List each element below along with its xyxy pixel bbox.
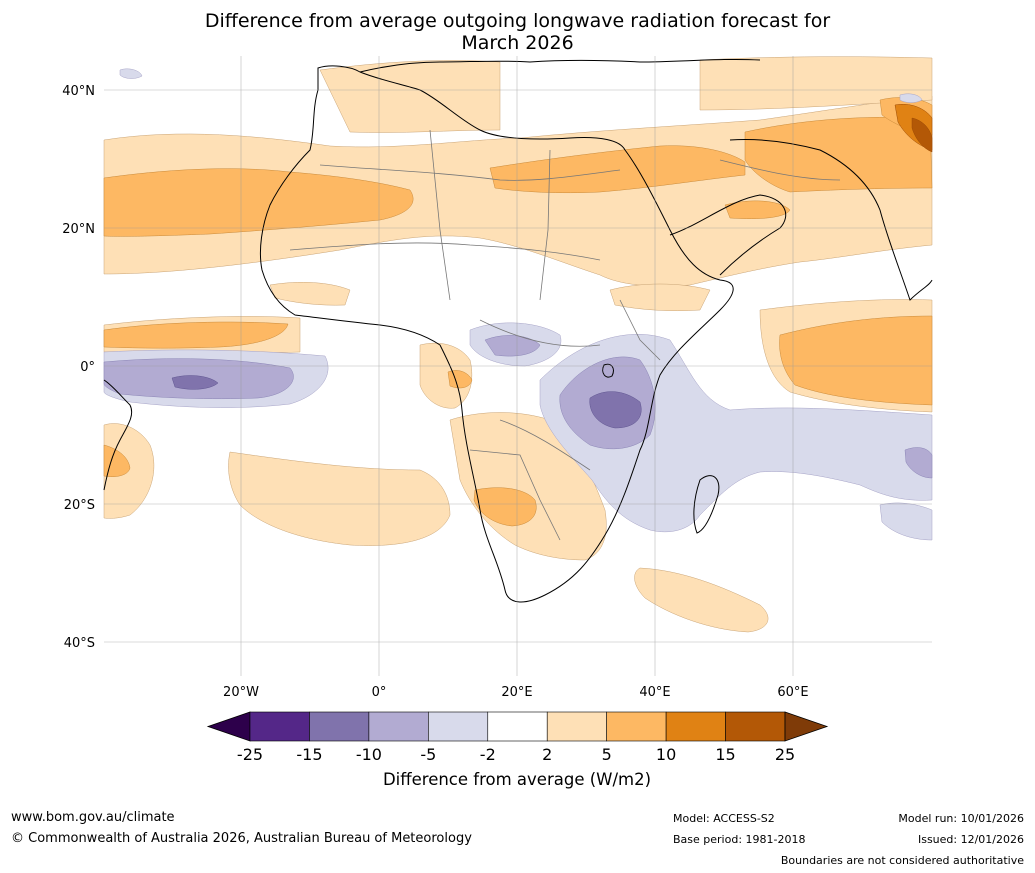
country-borders bbox=[289, 129, 841, 541]
footer-copyright: © Commonwealth of Australia 2026, Austra… bbox=[11, 831, 472, 846]
lon-label-20w: 20°W bbox=[223, 685, 259, 700]
colorbar-tick-label: 10 bbox=[656, 745, 676, 764]
graticule bbox=[104, 56, 932, 676]
footer-website: www.bom.gov.au/climate bbox=[11, 810, 175, 825]
title-line-2: March 2026 bbox=[461, 32, 574, 54]
colorbar-tick-label: -2 bbox=[480, 745, 496, 764]
title-line-1: Difference from average outgoing longwav… bbox=[204, 10, 831, 32]
lat-label-40n: 40°N bbox=[62, 84, 95, 99]
lon-label-0: 0° bbox=[372, 685, 387, 700]
footer-issued: Issued: 12/01/2026 bbox=[917, 833, 1024, 846]
colorbar: -25 -15 -10 -5 -2 2 5 10 15 25 bbox=[206, 711, 829, 764]
longitude-labels: 20°W 0° 20°E 40°E 60°E bbox=[223, 685, 809, 700]
lat-label-equator: 0° bbox=[80, 360, 95, 375]
lon-label-40e: 40°E bbox=[639, 685, 670, 700]
lon-label-60e: 60°E bbox=[777, 685, 808, 700]
colorbar-box bbox=[428, 711, 489, 742]
colorbar-extend-min bbox=[206, 711, 251, 742]
colorbar-tick-label: -10 bbox=[356, 745, 382, 764]
coastlines bbox=[103, 58, 933, 603]
negative-anomaly-strong bbox=[171, 375, 642, 429]
colorbar-box bbox=[249, 711, 310, 742]
lat-label-20s: 20°S bbox=[64, 498, 95, 513]
colorbar-box bbox=[309, 711, 370, 742]
colorbar-box bbox=[487, 711, 548, 742]
footer-model-run: Model run: 10/01/2026 bbox=[898, 812, 1024, 825]
positive-anomaly-strong bbox=[894, 104, 933, 153]
colorbar-tick-label: 25 bbox=[775, 745, 795, 764]
colorbar-tick-label: -25 bbox=[237, 745, 263, 764]
footer-model: Model: ACCESS-S2 bbox=[673, 812, 775, 825]
colorbar-tick-label: -5 bbox=[420, 745, 436, 764]
footer-disclaimer: Boundaries are not considered authoritat… bbox=[780, 854, 1024, 867]
colorbar-box bbox=[725, 711, 786, 742]
colorbar-title: Difference from average (W/m2) bbox=[383, 770, 651, 789]
colorbar-box bbox=[546, 711, 607, 742]
footer-base-period: Base period: 1981-2018 bbox=[673, 833, 806, 846]
colorbar-tick-label: 2 bbox=[542, 745, 552, 764]
colorbar-tick-label: -15 bbox=[296, 745, 322, 764]
latitude-labels: 40°N 20°N 0° 20°S 40°S bbox=[62, 84, 95, 651]
positive-anomaly-medium bbox=[103, 97, 933, 527]
lat-label-40s: 40°S bbox=[64, 636, 95, 651]
lon-label-20e: 20°E bbox=[501, 685, 532, 700]
colorbar-tick-label: 5 bbox=[602, 745, 612, 764]
lat-label-20n: 20°N bbox=[62, 222, 95, 237]
map-plot-area bbox=[103, 56, 933, 676]
colorbar-box bbox=[606, 711, 667, 742]
colorbar-box bbox=[368, 711, 429, 742]
colorbar-tick-label: 15 bbox=[715, 745, 735, 764]
map-title: Difference from average outgoing longwav… bbox=[0, 10, 1035, 54]
colorbar-extend-max bbox=[784, 711, 829, 742]
colorbar-box bbox=[665, 711, 726, 742]
